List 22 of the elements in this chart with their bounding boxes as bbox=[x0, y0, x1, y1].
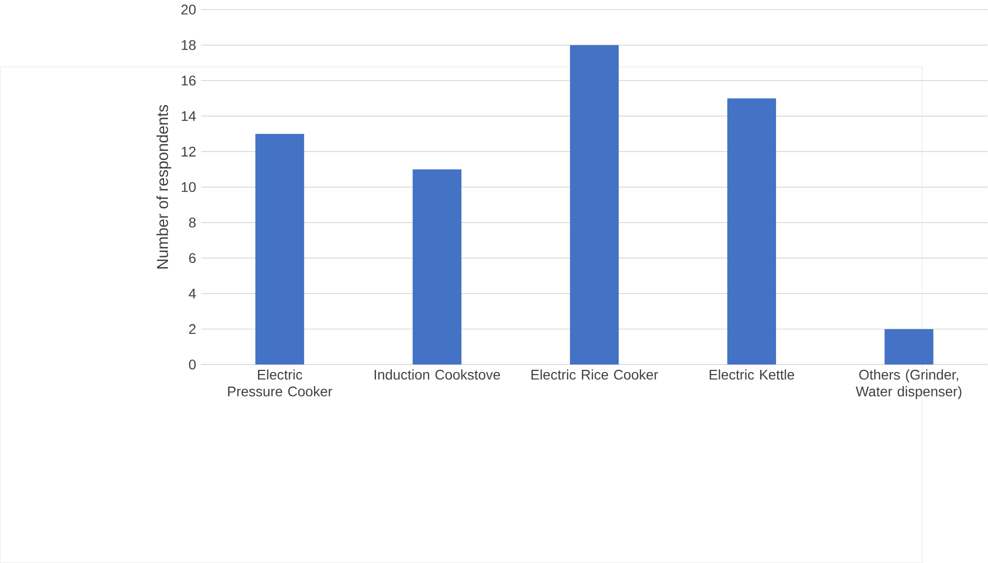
bar bbox=[570, 45, 619, 365]
y-tick-label: 8 bbox=[189, 218, 196, 228]
bar bbox=[884, 329, 934, 365]
x-tick-label: Electric Kettle bbox=[710, 369, 794, 380]
y-tick-label: 6 bbox=[189, 253, 196, 263]
bar bbox=[255, 134, 304, 365]
y-tick-label: 4 bbox=[188, 288, 196, 298]
bar bbox=[727, 98, 776, 365]
y-tick-label: 16 bbox=[182, 76, 196, 86]
x-tick-label: Electric Rice Cooker bbox=[531, 369, 658, 380]
y-tick-label: 0 bbox=[189, 360, 196, 370]
x-tick-label: Induction Cookstove bbox=[374, 369, 500, 380]
y-tick-label: 12 bbox=[182, 146, 196, 156]
y-axis-title: Number of respondents bbox=[156, 104, 172, 268]
x-tick-label: Others (Grinder, Water dispenser) bbox=[856, 369, 962, 400]
bar bbox=[412, 169, 462, 365]
y-tick-label: 18 bbox=[182, 40, 196, 50]
x-tick-label: Electric Pressure Cooker bbox=[228, 369, 332, 396]
y-tick-label: 14 bbox=[182, 111, 196, 121]
y-tick-label: 2 bbox=[189, 324, 196, 334]
y-tick-label: 10 bbox=[182, 182, 196, 192]
y-tick-label: 20 bbox=[181, 4, 196, 14]
